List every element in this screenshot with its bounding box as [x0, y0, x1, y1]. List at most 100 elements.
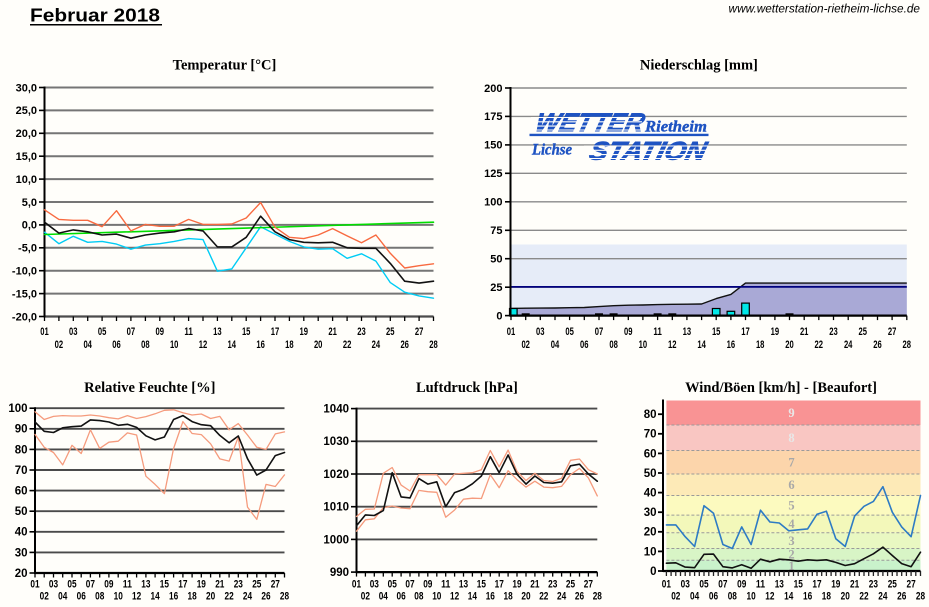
- svg-text:19: 19: [197, 579, 206, 591]
- svg-text:75: 75: [490, 225, 502, 237]
- svg-text:07: 07: [405, 579, 414, 591]
- svg-text:5: 5: [788, 499, 794, 513]
- svg-text:Relative Feuchte [%]: Relative Feuchte [%]: [84, 380, 215, 396]
- svg-text:8: 8: [788, 431, 794, 445]
- svg-text:22: 22: [225, 591, 234, 603]
- svg-text:08: 08: [95, 591, 104, 603]
- svg-text:5,0: 5,0: [22, 197, 37, 209]
- svg-text:15: 15: [160, 579, 169, 591]
- svg-text:20: 20: [841, 591, 850, 603]
- svg-text:60: 60: [644, 448, 657, 460]
- svg-text:20: 20: [206, 591, 215, 603]
- svg-text:28: 28: [280, 591, 289, 603]
- svg-text:25: 25: [386, 326, 395, 338]
- svg-text:23: 23: [829, 326, 838, 338]
- svg-text:13: 13: [459, 579, 468, 591]
- svg-text:25,0: 25,0: [16, 105, 37, 117]
- svg-text:13: 13: [683, 326, 692, 338]
- svg-text:27: 27: [584, 579, 593, 591]
- svg-text:22: 22: [815, 339, 824, 351]
- svg-text:03: 03: [49, 579, 58, 591]
- svg-text:23: 23: [234, 579, 243, 591]
- svg-text:02: 02: [671, 591, 680, 603]
- svg-text:24: 24: [878, 591, 888, 603]
- svg-text:11: 11: [184, 326, 193, 338]
- svg-text:22: 22: [859, 591, 868, 603]
- svg-text:19: 19: [300, 326, 309, 338]
- svg-text:20,0: 20,0: [16, 128, 37, 140]
- svg-text:990: 990: [330, 567, 349, 579]
- svg-text:Rietheim: Rietheim: [644, 119, 707, 136]
- svg-text:200: 200: [484, 83, 502, 95]
- svg-text:1040: 1040: [323, 404, 349, 416]
- svg-text:-10,0: -10,0: [12, 266, 37, 278]
- svg-text:02: 02: [361, 591, 370, 603]
- svg-text:70: 70: [644, 429, 657, 441]
- svg-text:26: 26: [261, 591, 270, 603]
- svg-text:09: 09: [423, 579, 432, 591]
- svg-text:05: 05: [98, 326, 107, 338]
- svg-text:28: 28: [593, 591, 602, 603]
- svg-text:1020: 1020: [323, 469, 349, 481]
- svg-text:01: 01: [662, 579, 671, 591]
- svg-text:Februar 2018: Februar 2018: [30, 6, 160, 26]
- svg-text:6: 6: [788, 478, 794, 492]
- svg-text:28: 28: [903, 339, 912, 351]
- svg-text:21: 21: [800, 326, 809, 338]
- svg-text:17: 17: [178, 579, 187, 591]
- svg-text:40: 40: [644, 488, 657, 500]
- svg-text:11: 11: [653, 326, 662, 338]
- svg-text:12: 12: [132, 591, 141, 603]
- svg-text:12: 12: [199, 339, 208, 351]
- svg-text:28: 28: [429, 339, 438, 351]
- svg-text:03: 03: [370, 579, 379, 591]
- svg-text:09: 09: [737, 579, 746, 591]
- svg-text:100: 100: [484, 197, 502, 209]
- svg-text:Niederschlag [mm]: Niederschlag [mm]: [640, 58, 758, 74]
- svg-text:20: 20: [15, 568, 28, 580]
- svg-text:17: 17: [495, 579, 504, 591]
- svg-text:10: 10: [432, 591, 441, 603]
- svg-text:25: 25: [566, 579, 575, 591]
- svg-text:150: 150: [484, 140, 502, 152]
- svg-text:0,0: 0,0: [22, 220, 37, 232]
- svg-text:05: 05: [565, 326, 574, 338]
- svg-text:25: 25: [490, 282, 502, 294]
- svg-text:26: 26: [400, 339, 409, 351]
- svg-text:17: 17: [812, 579, 821, 591]
- svg-text:15: 15: [794, 579, 803, 591]
- svg-text:12: 12: [450, 591, 459, 603]
- svg-text:24: 24: [557, 591, 567, 603]
- svg-text:20: 20: [785, 339, 794, 351]
- svg-text:10: 10: [747, 591, 756, 603]
- svg-text:07: 07: [86, 579, 95, 591]
- svg-text:0: 0: [496, 310, 502, 322]
- svg-text:11: 11: [123, 579, 132, 591]
- svg-text:16: 16: [256, 339, 265, 351]
- svg-text:www.wetterstation-rietheim-lic: www.wetterstation-rietheim-lichse.de: [729, 2, 921, 16]
- svg-text:06: 06: [397, 591, 406, 603]
- svg-text:10: 10: [114, 591, 123, 603]
- svg-text:19: 19: [771, 326, 780, 338]
- svg-text:27: 27: [271, 579, 280, 591]
- svg-text:1030: 1030: [323, 436, 349, 448]
- svg-text:03: 03: [681, 579, 690, 591]
- svg-text:125: 125: [484, 168, 502, 180]
- svg-text:70: 70: [15, 465, 28, 477]
- svg-text:90: 90: [15, 424, 28, 436]
- svg-text:50: 50: [644, 468, 657, 480]
- svg-text:15,0: 15,0: [16, 151, 37, 163]
- svg-text:18: 18: [188, 591, 197, 603]
- svg-text:17: 17: [741, 326, 750, 338]
- svg-text:50: 50: [15, 506, 28, 518]
- svg-text:04: 04: [379, 591, 389, 603]
- svg-text:20: 20: [314, 339, 323, 351]
- svg-text:Temperatur [°C]: Temperatur [°C]: [173, 58, 277, 74]
- svg-text:15: 15: [477, 579, 486, 591]
- svg-text:9: 9: [788, 406, 794, 420]
- svg-text:04: 04: [551, 339, 560, 351]
- svg-text:13: 13: [213, 326, 222, 338]
- svg-text:09: 09: [156, 326, 165, 338]
- svg-text:14: 14: [697, 339, 706, 351]
- svg-text:23: 23: [869, 579, 878, 591]
